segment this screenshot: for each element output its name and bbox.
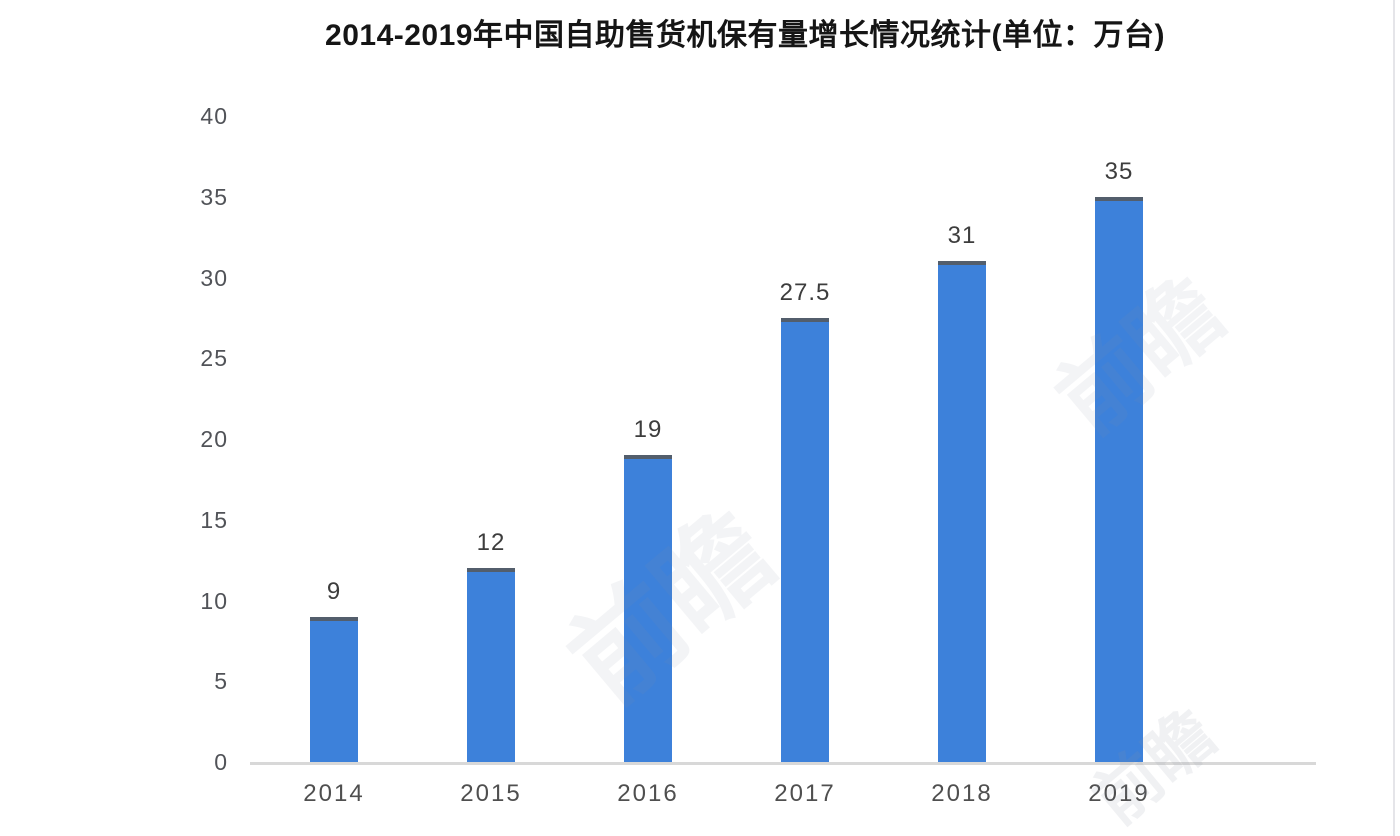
bar-2014 — [310, 616, 358, 763]
y-axis-tick-label: 40 — [200, 103, 228, 129]
x-axis-tick-label: 2018 — [931, 780, 993, 807]
bar-2018 — [938, 261, 986, 763]
x-axis-tick-label: 2015 — [460, 780, 522, 807]
y-axis-tick-label: 5 — [214, 668, 228, 695]
bar-2015 — [467, 568, 515, 763]
y-axis-tick-label: 25 — [200, 345, 228, 372]
bar-value-label: 12 — [476, 529, 506, 557]
image-right-edge-line — [1393, 0, 1395, 836]
x-axis-tick-label: 2019 — [1088, 780, 1150, 807]
x-axis-tick-label: 2016 — [617, 780, 679, 807]
watermark: 前瞻 — [1079, 696, 1229, 836]
bar-2019 — [1095, 196, 1143, 763]
x-axis-tick-label: 2014 — [303, 780, 365, 807]
y-axis-tick-label: 0 — [214, 749, 228, 775]
y-axis-tick-label: 35 — [200, 183, 228, 210]
bar-value-label: 31 — [947, 222, 977, 250]
bar-value-label: 19 — [633, 416, 663, 444]
bar-2016 — [624, 455, 672, 763]
bar-value-label: 27.5 — [779, 278, 831, 306]
bar-value-label: 9 — [326, 577, 342, 605]
x-axis-tick-label: 2017 — [774, 780, 836, 807]
y-axis-tick-label: 15 — [200, 506, 228, 533]
y-axis-tick-label: 20 — [200, 426, 228, 452]
chart-title: 2014-2019年中国自助售货机保有量增长情况统计(单位：万台) — [325, 19, 1165, 52]
bar-value-label: 35 — [1104, 157, 1134, 185]
y-axis-tick-label: 30 — [200, 264, 228, 291]
x-axis-line — [250, 762, 1316, 765]
y-axis-tick-label: 10 — [200, 587, 228, 614]
bar-2017 — [781, 317, 829, 763]
